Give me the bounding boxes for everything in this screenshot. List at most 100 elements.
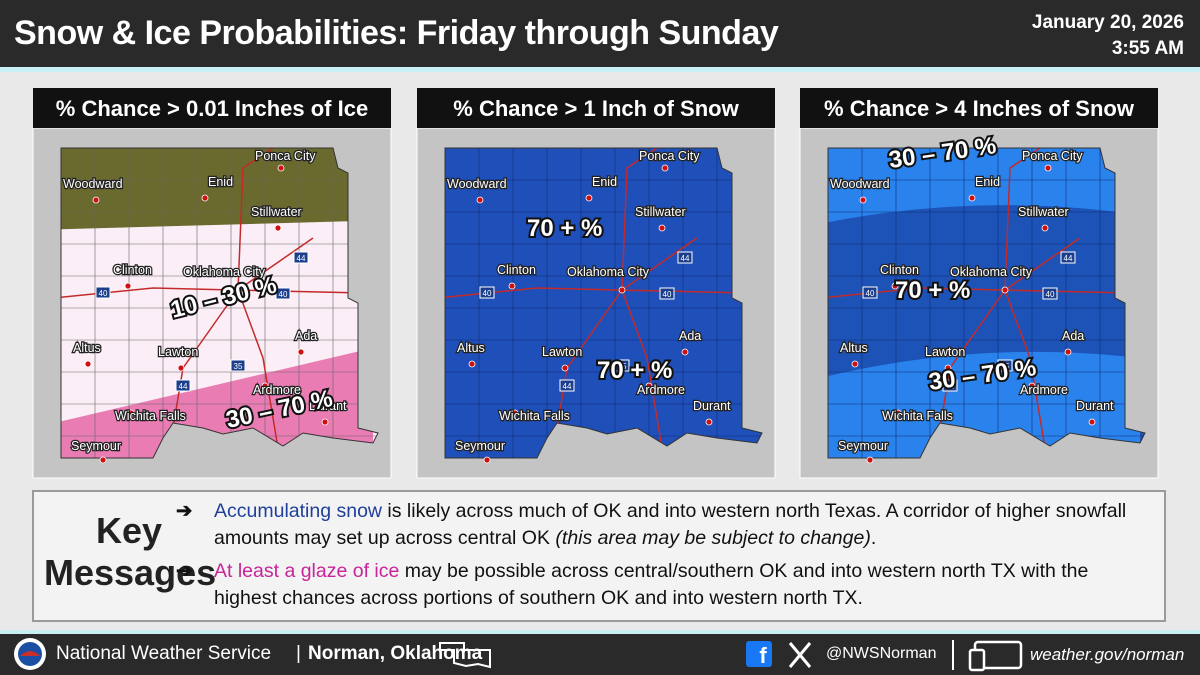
highway (1004, 148, 1041, 291)
date: January 20, 2026 (1031, 12, 1184, 33)
highway-shield (293, 251, 309, 264)
header: Snow & Ice Probabilities: Friday through… (0, 0, 1200, 72)
highway-shield (1042, 287, 1058, 300)
city-label: Durant (693, 399, 731, 413)
heading-line: Messages (44, 552, 217, 593)
city-dot (645, 382, 653, 390)
city-dot (99, 456, 107, 464)
map-panel: % Chance > 0.01 Inches of Ice Woodward Eni… (32, 88, 392, 479)
city-dot (92, 196, 100, 204)
city-label: Stillwater (635, 205, 686, 219)
agency: National Weather Service (56, 643, 272, 664)
highway-number: 44 (297, 254, 306, 263)
message-note: (this area may be subject to change) (555, 527, 871, 549)
city-dot (297, 348, 305, 356)
city-label: Seymour (455, 439, 505, 453)
city-dot (851, 360, 859, 368)
city-dot (234, 286, 242, 294)
message: ➔ Accumulating snow is likely across much… (176, 498, 1144, 552)
highway-number: 40 (866, 289, 875, 298)
panel-title: % Chance > 4 Inches of Snow (824, 96, 1135, 121)
city-dot (201, 194, 209, 202)
oklahoma-icon (439, 642, 491, 669)
panel-title-bar (417, 88, 775, 128)
city-dot (705, 418, 713, 426)
city-dot (681, 348, 689, 356)
city-label: Lawton (158, 345, 198, 359)
message: ➔ At least a glaze of ice may be possible… (176, 558, 1144, 612)
highway-shield (95, 286, 111, 299)
highway-number: 40 (483, 289, 492, 298)
highway-shield (614, 359, 630, 372)
city-dot (1044, 164, 1052, 172)
city-label: Ponca City (639, 149, 700, 163)
highway (621, 289, 663, 449)
panel-title-bar (800, 88, 1158, 128)
city-dot (944, 364, 952, 372)
city-label: Ardmore (637, 383, 685, 397)
separator: | (296, 643, 301, 664)
city-dot (127, 409, 135, 417)
website: weather.gov/norman (1030, 645, 1185, 664)
x-icon (788, 642, 812, 668)
city-dot (261, 382, 269, 390)
city-dot (511, 409, 519, 417)
highway-shield (275, 287, 291, 300)
timestamp: January 20, 2026 3:55 AM (1032, 10, 1184, 62)
probability-zone (828, 148, 1145, 228)
city-dot (859, 196, 867, 204)
city-label: Ardmore (253, 383, 301, 397)
city-label: Oklahoma City (950, 265, 1033, 279)
city-dot (618, 286, 626, 294)
highlight: At least a glaze of ice (214, 560, 400, 582)
city-dot (1088, 418, 1096, 426)
highway-number: 40 (1046, 290, 1055, 299)
key-messages-heading: Key Messages (44, 510, 217, 594)
footer: f National Weather Service | Norman, Okl… (0, 630, 1200, 675)
time: 3:55 AM (1111, 38, 1184, 59)
city-dot (1028, 382, 1036, 390)
city-label: Ponca City (1022, 149, 1083, 163)
city-label: Woodward (63, 177, 123, 191)
state-outline (827, 147, 1146, 459)
facebook-glyph: f (759, 643, 767, 668)
highway-shield (862, 286, 878, 299)
city-label: Stillwater (1018, 205, 1069, 219)
state-outline (60, 147, 379, 459)
city-label: Clinton (113, 263, 152, 277)
highway-shield (659, 287, 675, 300)
probability-label: 70 + % (895, 277, 970, 304)
nws-logo-bird (20, 651, 40, 656)
state-fill (445, 148, 762, 458)
highway-number: 44 (1064, 254, 1073, 263)
city-dot (468, 360, 476, 368)
highway-number: 44 (563, 382, 572, 391)
city-label: Lawton (925, 345, 965, 359)
highway (237, 289, 279, 449)
highway (1004, 237, 1081, 291)
city-label: Wichita Falls (115, 409, 186, 423)
city-label: Ada (1062, 329, 1084, 343)
city-dot (661, 164, 669, 172)
highway-shield (559, 379, 575, 392)
map: Woodward Enid Ponca City Stillwater Clinton O… (444, 147, 763, 464)
city-label: Durant (309, 399, 347, 413)
highway (621, 237, 698, 291)
highway-shield (1060, 251, 1076, 264)
highway-number: 44 (946, 382, 955, 391)
state-fill (828, 148, 1145, 458)
map: Woodward Enid Ponca City Stillwater Clinton O… (827, 130, 1146, 464)
city-dot (1064, 348, 1072, 356)
city-dot (561, 364, 569, 372)
city-label: Clinton (497, 263, 536, 277)
highway-number: 35 (618, 362, 627, 371)
heading-line: Key (95, 510, 163, 551)
city-dot (894, 409, 902, 417)
highway (237, 237, 314, 291)
city-label: Altus (457, 341, 485, 355)
city-label: Wichita Falls (499, 409, 570, 423)
highway-number: 40 (663, 290, 672, 299)
arrow: ➔ (176, 560, 193, 582)
city-dot (84, 360, 92, 368)
city-label: Ada (679, 329, 701, 343)
